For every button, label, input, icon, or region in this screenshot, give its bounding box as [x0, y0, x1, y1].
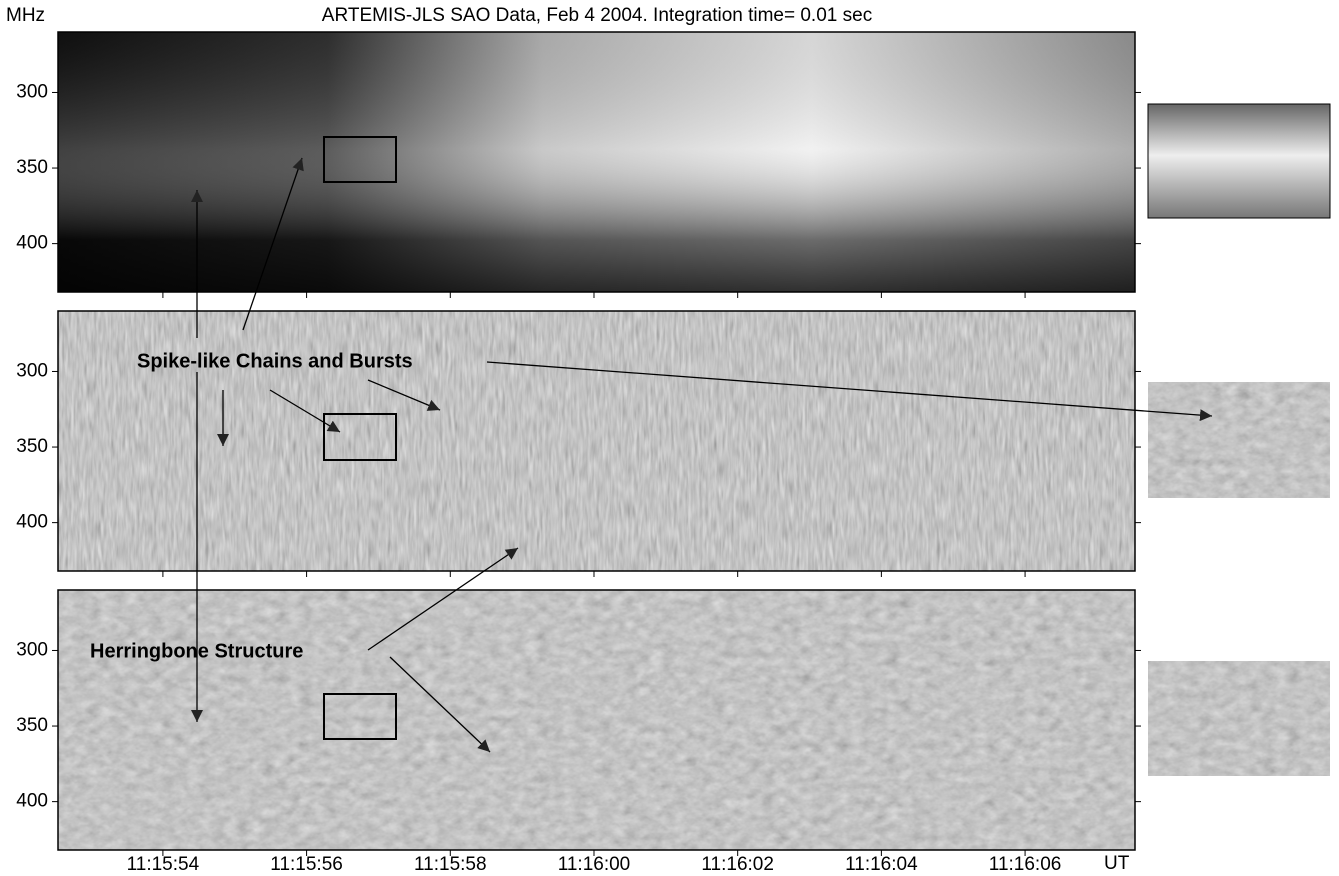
- y-tick-label: 400: [16, 233, 48, 254]
- annotation: Spike-like Chains and Bursts: [137, 350, 413, 372]
- x-tick-label: 11:15:56: [270, 854, 343, 875]
- x-tick-label: 11:16:00: [558, 854, 631, 875]
- x-tick-label: 11:16:02: [701, 854, 774, 875]
- panels: 300 350 400 300 350 400 300 350 400 11:15:54 11:15…: [16, 32, 1141, 875]
- figure: ARTEMIS-JLS SAO Data, Feb 4 2004. Integr…: [0, 0, 1339, 876]
- title: ARTEMIS-JLS SAO Data, Feb 4 2004. Integr…: [322, 5, 872, 26]
- annotation: Herringbone Structure: [90, 640, 303, 662]
- y-tick-label: 350: [16, 157, 48, 178]
- y-tick-label: 300: [16, 81, 48, 102]
- inset-image: [1148, 104, 1330, 218]
- y-tick-label: 350: [16, 715, 48, 736]
- y-tick-label: 300: [16, 639, 48, 660]
- x-axis-label: UT: [1104, 853, 1130, 874]
- x-tick-label: 11:16:06: [989, 854, 1062, 875]
- y-tick-label: 400: [16, 512, 48, 533]
- inset-image: [1148, 382, 1330, 498]
- x-tick-label: 11:16:04: [845, 854, 918, 875]
- y-axis-label: MHz: [6, 5, 45, 26]
- y-tick-label: 400: [16, 791, 48, 812]
- y-tick-label: 300: [16, 360, 48, 381]
- spectrogram-shade: [58, 32, 1135, 292]
- x-tick-label: 11:15:58: [414, 854, 487, 875]
- inset-image: [1148, 661, 1330, 776]
- x-tick-label: 11:15:54: [127, 854, 200, 875]
- y-tick-label: 350: [16, 436, 48, 457]
- spectrogram-image: [58, 590, 1135, 850]
